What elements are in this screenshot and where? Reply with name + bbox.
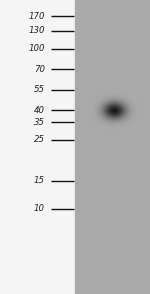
Text: 25: 25 — [34, 135, 45, 144]
Bar — [0, 0, 75, 294]
Text: 15: 15 — [34, 176, 45, 185]
Text: 130: 130 — [28, 26, 45, 35]
Text: 100: 100 — [28, 44, 45, 53]
Text: 40: 40 — [34, 106, 45, 115]
Text: 35: 35 — [34, 118, 45, 126]
Text: 55: 55 — [34, 85, 45, 94]
Text: 70: 70 — [34, 65, 45, 74]
Bar — [75, 0, 150, 294]
Text: 170: 170 — [28, 12, 45, 21]
Text: 10: 10 — [34, 204, 45, 213]
